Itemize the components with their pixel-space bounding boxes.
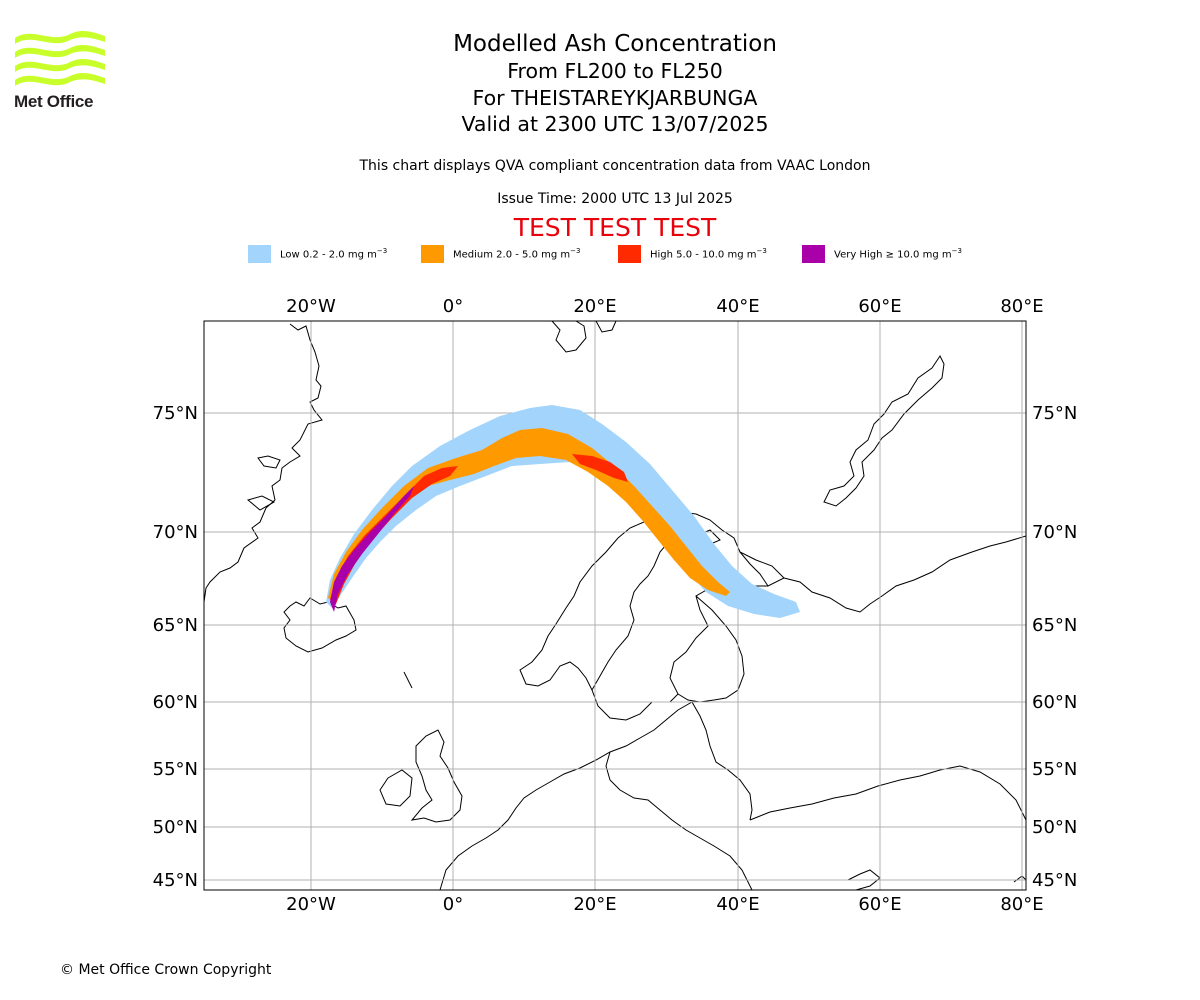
lon-label-bottom: 0° — [443, 894, 463, 915]
copyright-notice: © Met Office Crown Copyright — [60, 962, 272, 978]
legend-item-low: Low 0.2 - 2.0 mg m−3 — [248, 244, 387, 264]
lat-label-right: 60°N — [1032, 692, 1077, 713]
latitude-labels-left: 75°N 70°N 65°N 60°N 55°N 50°N 45°N — [153, 403, 198, 891]
lat-label-right: 75°N — [1032, 403, 1077, 424]
lat-label-right: 65°N — [1032, 615, 1077, 636]
lat-label-right: 50°N — [1032, 817, 1077, 838]
ash-plume — [326, 405, 800, 618]
met-office-logo — [15, 30, 105, 86]
legend-label-high: High 5.0 - 10.0 mg m−3 — [650, 247, 767, 261]
lat-label-left: 65°N — [153, 615, 198, 636]
lat-label-left: 70°N — [153, 522, 198, 543]
ash-plume-medium — [328, 428, 730, 602]
valid-time: Valid at 2300 UTC 13/07/2025 — [461, 112, 769, 136]
lon-label-top: 20°W — [286, 296, 336, 317]
lon-label-top: 80°E — [1000, 296, 1043, 317]
legend-label-low: Low 0.2 - 2.0 mg m−3 — [280, 247, 388, 261]
lon-label-bottom: 60°E — [858, 894, 901, 915]
lon-label-bottom: 80°E — [1000, 894, 1043, 915]
ash-map: 20°W 0° 20°E 40°E 60°E 80°E 20°W 0° 20°E… — [153, 296, 1078, 915]
lon-label-top: 0° — [443, 296, 463, 317]
lat-label-right: 70°N — [1032, 522, 1077, 543]
lon-label-bottom: 20°E — [573, 894, 616, 915]
lat-label-left: 60°N — [153, 692, 198, 713]
lat-label-left: 75°N — [153, 403, 198, 424]
flight-level-range: From FL200 to FL250 — [507, 59, 723, 83]
ash-plume-high-east — [572, 454, 628, 482]
chart-title: Modelled Ash Concentration — [453, 31, 777, 57]
latitude-labels-right: 75°N 70°N 65°N 60°N 55°N 50°N 45°N — [1032, 403, 1077, 891]
lat-label-right: 55°N — [1032, 759, 1077, 780]
map-frame — [203, 320, 1027, 891]
legend-swatch-medium — [421, 245, 444, 263]
ash-plume-very-high — [330, 486, 414, 612]
lon-label-top: 40°E — [716, 296, 759, 317]
lat-label-right: 45°N — [1032, 870, 1077, 891]
legend-swatch-high — [618, 245, 641, 263]
volcano-name: For THEISTAREYKJARBUNGA — [472, 85, 758, 110]
compliance-note: This chart displays QVA compliant concen… — [359, 158, 871, 174]
lon-label-top: 20°E — [573, 296, 616, 317]
legend-swatch-very-high — [802, 245, 825, 263]
legend-label-medium: Medium 2.0 - 5.0 mg m−3 — [453, 247, 581, 261]
lat-label-left: 45°N — [153, 870, 198, 891]
longitude-labels-bottom: 20°W 0° 20°E 40°E 60°E 80°E — [286, 894, 1043, 915]
lon-label-bottom: 20°W — [286, 894, 336, 915]
issue-time: Issue Time: 2000 UTC 13 Jul 2025 — [497, 191, 733, 207]
test-banner: TEST TEST TEST — [513, 213, 717, 242]
lon-label-top: 60°E — [858, 296, 901, 317]
title-block: Modelled Ash Concentration From FL200 to… — [315, 30, 915, 138]
lat-label-left: 50°N — [153, 817, 198, 838]
lon-label-bottom: 40°E — [716, 894, 759, 915]
lat-label-left: 55°N — [153, 759, 198, 780]
logo-text: Met Office — [14, 92, 94, 111]
legend-item-high: High 5.0 - 10.0 mg m−3 — [618, 244, 767, 264]
ash-plume-low — [326, 405, 800, 618]
legend-swatch-low — [248, 245, 271, 263]
longitude-labels-top: 20°W 0° 20°E 40°E 60°E 80°E — [286, 296, 1043, 317]
legend-label-very-high: Very High ≥ 10.0 mg m−3 — [834, 247, 962, 261]
gridlines — [204, 321, 1026, 890]
legend-item-medium: Medium 2.0 - 5.0 mg m−3 — [421, 244, 580, 264]
legend-item-very-high: Very High ≥ 10.0 mg m−3 — [802, 244, 962, 264]
